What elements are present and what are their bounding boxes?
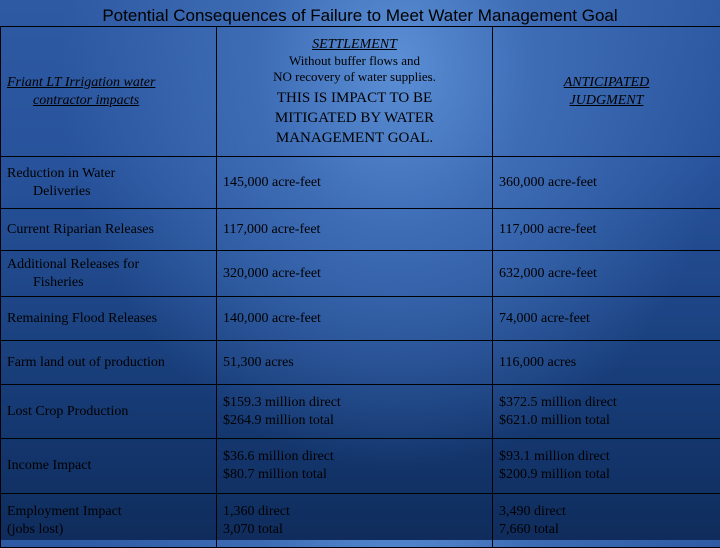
settlement-cell: 320,000 acre-feet — [217, 251, 493, 297]
cell-value: 74,000 acre-feet — [499, 310, 720, 328]
row-label-line: Remaining Flood Releases — [7, 310, 216, 328]
table-row: Income Impact $36.6 million direct $80.7… — [1, 439, 720, 494]
row-label-line: Fisheries — [7, 274, 216, 292]
header-judgment-line: ANTICIPATED — [493, 74, 720, 92]
row-label: Farm land out of production — [1, 341, 217, 385]
settlement-cell: 1,360 direct 3,070 total — [217, 494, 493, 548]
header-impacts-line: contractor impacts — [7, 92, 216, 110]
cell-value: $621.0 million total — [499, 412, 720, 430]
judgment-cell: 74,000 acre-feet — [493, 297, 720, 341]
cell-value: 3,490 direct — [499, 503, 720, 521]
cell-value: $159.3 million direct — [223, 394, 492, 412]
table-row: Remaining Flood Releases 140,000 acre-fe… — [1, 297, 720, 341]
row-label-line: Income Impact — [7, 457, 216, 475]
settlement-cell: 117,000 acre-feet — [217, 209, 493, 251]
cell-value: $200.9 million total — [499, 466, 720, 484]
header-settlement: SETTLEMENT Without buffer flows and NO r… — [217, 27, 493, 157]
cell-value: 51,300 acres — [223, 354, 492, 372]
cell-value: 3,070 total — [223, 521, 492, 539]
row-label-line: (jobs lost) — [7, 521, 216, 539]
cell-value: 140,000 acre-feet — [223, 310, 492, 328]
settlement-cell: 145,000 acre-feet — [217, 157, 493, 209]
row-label-line: Additional Releases for — [7, 256, 216, 274]
table-row: Lost Crop Production $159.3 million dire… — [1, 385, 720, 439]
cell-value: $264.9 million total — [223, 412, 492, 430]
header-settlement-note: MANAGEMENT GOAL. — [217, 128, 492, 148]
header-settlement-title: SETTLEMENT — [217, 36, 492, 53]
judgment-cell: $93.1 million direct $200.9 million tota… — [493, 439, 720, 494]
cell-value: 1,360 direct — [223, 503, 492, 521]
row-label-line: Lost Crop Production — [7, 403, 216, 421]
cell-value: 632,000 acre-feet — [499, 265, 720, 283]
cell-value: 7,660 total — [499, 521, 720, 539]
header-settlement-note: MITIGATED BY WATER — [217, 108, 492, 128]
row-label-line: Reduction in Water — [7, 165, 216, 183]
row-label: Current Riparian Releases — [1, 209, 217, 251]
judgment-cell: 632,000 acre-feet — [493, 251, 720, 297]
row-label-line: Employment Impact — [7, 503, 216, 521]
cell-value: $36.6 million direct — [223, 448, 492, 466]
settlement-cell: $36.6 million direct $80.7 million total — [217, 439, 493, 494]
settlement-cell: $159.3 million direct $264.9 million tot… — [217, 385, 493, 439]
row-label-line: Current Riparian Releases — [7, 221, 216, 239]
header-judgment-line: JUDGMENT — [493, 92, 720, 110]
judgment-cell: $372.5 million direct $621.0 million tot… — [493, 385, 720, 439]
judgment-cell: 3,490 direct 7,660 total — [493, 494, 720, 548]
table-row: Reduction in Water Deliveries 145,000 ac… — [1, 157, 720, 209]
cell-value: 116,000 acres — [499, 354, 720, 372]
table-header-row: Friant LT Irrigation water contractor im… — [1, 27, 720, 157]
row-label: Reduction in Water Deliveries — [1, 157, 217, 209]
consequences-table: Friant LT Irrigation water contractor im… — [0, 26, 720, 548]
header-impacts-line: Friant LT Irrigation water — [7, 74, 216, 92]
row-label: Lost Crop Production — [1, 385, 217, 439]
cell-value: $93.1 million direct — [499, 448, 720, 466]
header-settlement-sub: Without buffer flows and — [217, 53, 492, 69]
table-row: Employment Impact (jobs lost) 1,360 dire… — [1, 494, 720, 548]
judgment-cell: 116,000 acres — [493, 341, 720, 385]
settlement-cell: 51,300 acres — [217, 341, 493, 385]
table-row: Current Riparian Releases 117,000 acre-f… — [1, 209, 720, 251]
settlement-cell: 140,000 acre-feet — [217, 297, 493, 341]
header-impacts: Friant LT Irrigation water contractor im… — [1, 27, 217, 157]
row-label: Remaining Flood Releases — [1, 297, 217, 341]
cell-value: 320,000 acre-feet — [223, 265, 492, 283]
cell-value: 360,000 acre-feet — [499, 174, 720, 192]
cell-value: 117,000 acre-feet — [223, 221, 492, 239]
row-label: Employment Impact (jobs lost) — [1, 494, 217, 548]
row-label-line: Deliveries — [7, 183, 216, 201]
judgment-cell: 360,000 acre-feet — [493, 157, 720, 209]
header-settlement-note: THIS IS IMPACT TO BE — [217, 88, 492, 108]
cell-value: 117,000 acre-feet — [499, 221, 720, 239]
cell-value: $372.5 million direct — [499, 394, 720, 412]
cell-value: 145,000 acre-feet — [223, 174, 492, 192]
header-judgment: ANTICIPATED JUDGMENT — [493, 27, 720, 157]
row-label-line: Farm land out of production — [7, 354, 216, 372]
header-settlement-sub: NO recovery of water supplies. — [217, 69, 492, 85]
row-label: Additional Releases for Fisheries — [1, 251, 217, 297]
row-label: Income Impact — [1, 439, 217, 494]
judgment-cell: 117,000 acre-feet — [493, 209, 720, 251]
table-row: Additional Releases for Fisheries 320,00… — [1, 251, 720, 297]
slide-title: Potential Consequences of Failure to Mee… — [0, 4, 720, 28]
table-row: Farm land out of production 51,300 acres… — [1, 341, 720, 385]
cell-value: $80.7 million total — [223, 466, 492, 484]
